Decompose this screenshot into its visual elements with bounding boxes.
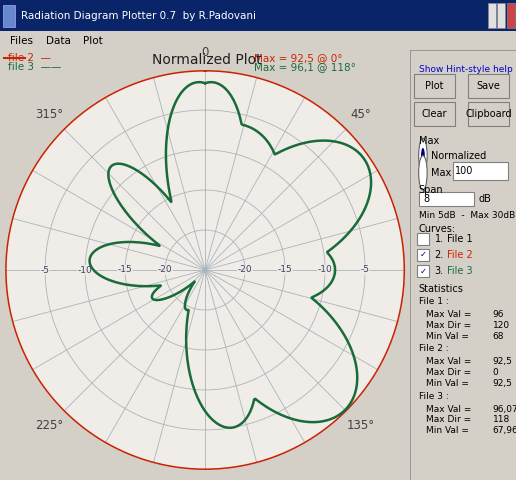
FancyBboxPatch shape bbox=[418, 192, 474, 206]
Text: 225°: 225° bbox=[36, 419, 63, 432]
Circle shape bbox=[418, 138, 427, 173]
Text: Max Dir =: Max Dir = bbox=[426, 415, 471, 424]
Text: 3.: 3. bbox=[434, 266, 444, 276]
Text: Normalized Plot: Normalized Plot bbox=[152, 53, 261, 67]
Text: -15: -15 bbox=[118, 265, 133, 275]
Circle shape bbox=[421, 148, 425, 163]
Text: Span: Span bbox=[418, 185, 443, 195]
Text: Max Val =: Max Val = bbox=[426, 357, 472, 366]
Text: File 3 :: File 3 : bbox=[418, 392, 448, 401]
Text: Max = 96,1 @ 118°: Max = 96,1 @ 118° bbox=[254, 62, 356, 72]
FancyBboxPatch shape bbox=[414, 102, 455, 126]
Text: Max Dir =: Max Dir = bbox=[426, 321, 471, 330]
Text: Clipboard: Clipboard bbox=[465, 109, 512, 119]
Text: Max Val =: Max Val = bbox=[426, 405, 472, 414]
Text: 45°: 45° bbox=[350, 108, 371, 121]
Text: 315°: 315° bbox=[36, 108, 63, 121]
Text: Show Hint-style help: Show Hint-style help bbox=[418, 65, 512, 74]
Text: File 2: File 2 bbox=[447, 250, 473, 260]
Text: Data: Data bbox=[46, 36, 71, 46]
Text: File 1 :: File 1 : bbox=[418, 297, 448, 306]
Text: Max = 92,5 @ 0°: Max = 92,5 @ 0° bbox=[254, 53, 343, 63]
FancyBboxPatch shape bbox=[453, 162, 508, 180]
Text: -20: -20 bbox=[238, 265, 252, 275]
Text: Max: Max bbox=[431, 168, 452, 178]
FancyBboxPatch shape bbox=[416, 232, 429, 245]
Text: 100: 100 bbox=[455, 166, 473, 176]
Text: 8: 8 bbox=[423, 194, 429, 204]
Text: File 1: File 1 bbox=[447, 234, 473, 243]
Bar bbox=[507, 3, 515, 28]
FancyBboxPatch shape bbox=[416, 249, 429, 261]
Text: dB: dB bbox=[479, 194, 492, 204]
FancyBboxPatch shape bbox=[414, 74, 455, 97]
Text: ✓: ✓ bbox=[420, 267, 426, 276]
Text: 118: 118 bbox=[493, 415, 510, 424]
Text: 92,5: 92,5 bbox=[493, 357, 512, 366]
Text: -10: -10 bbox=[78, 265, 92, 275]
Text: 92,5: 92,5 bbox=[493, 379, 512, 388]
Text: -15: -15 bbox=[278, 265, 293, 275]
Text: Files: Files bbox=[10, 36, 34, 46]
Text: Curves:: Curves: bbox=[418, 224, 456, 234]
Text: Min Val =: Min Val = bbox=[426, 379, 469, 388]
Text: Max Val =: Max Val = bbox=[426, 310, 472, 319]
Text: ✓: ✓ bbox=[420, 251, 426, 259]
Text: 135°: 135° bbox=[347, 419, 375, 432]
Text: Radiation Diagram Plotter 0.7  by R.Padovani: Radiation Diagram Plotter 0.7 by R.Padov… bbox=[21, 11, 255, 21]
Text: Plot: Plot bbox=[83, 36, 102, 46]
Text: 68: 68 bbox=[493, 332, 504, 341]
Text: 96,07: 96,07 bbox=[493, 405, 516, 414]
Text: Statistics: Statistics bbox=[418, 284, 463, 294]
Text: File 2 :: File 2 : bbox=[418, 345, 448, 353]
FancyBboxPatch shape bbox=[416, 265, 429, 277]
Text: 120: 120 bbox=[493, 321, 510, 330]
Text: -20: -20 bbox=[158, 265, 172, 275]
Circle shape bbox=[418, 156, 427, 190]
Text: Min Val =: Min Val = bbox=[426, 332, 469, 341]
FancyBboxPatch shape bbox=[469, 74, 509, 97]
Text: Max Dir =: Max Dir = bbox=[426, 368, 471, 377]
Text: Plot: Plot bbox=[425, 81, 444, 91]
Text: file 3  ——: file 3 —— bbox=[8, 62, 61, 72]
Text: -5: -5 bbox=[361, 265, 369, 275]
Text: -5: -5 bbox=[41, 265, 50, 275]
Bar bbox=[488, 3, 496, 28]
Text: Clear: Clear bbox=[422, 109, 447, 119]
Text: File 3: File 3 bbox=[447, 266, 473, 276]
Text: Min 5dB  -  Max 30dB: Min 5dB - Max 30dB bbox=[418, 211, 515, 220]
Text: file 2  —: file 2 — bbox=[8, 53, 51, 63]
Text: 96: 96 bbox=[493, 310, 504, 319]
Text: -10: -10 bbox=[318, 265, 332, 275]
Text: 1.: 1. bbox=[434, 234, 444, 243]
FancyBboxPatch shape bbox=[469, 102, 509, 126]
Bar bbox=[3, 5, 15, 26]
Text: 0: 0 bbox=[493, 368, 498, 377]
Text: Normalized: Normalized bbox=[431, 151, 487, 161]
Text: 67,96: 67,96 bbox=[493, 426, 516, 435]
Bar bbox=[497, 3, 505, 28]
Text: Min Val =: Min Val = bbox=[426, 426, 469, 435]
Text: 0: 0 bbox=[201, 46, 209, 59]
Text: 2.: 2. bbox=[434, 250, 444, 260]
Text: Save: Save bbox=[477, 81, 501, 91]
Text: Max: Max bbox=[418, 136, 439, 145]
